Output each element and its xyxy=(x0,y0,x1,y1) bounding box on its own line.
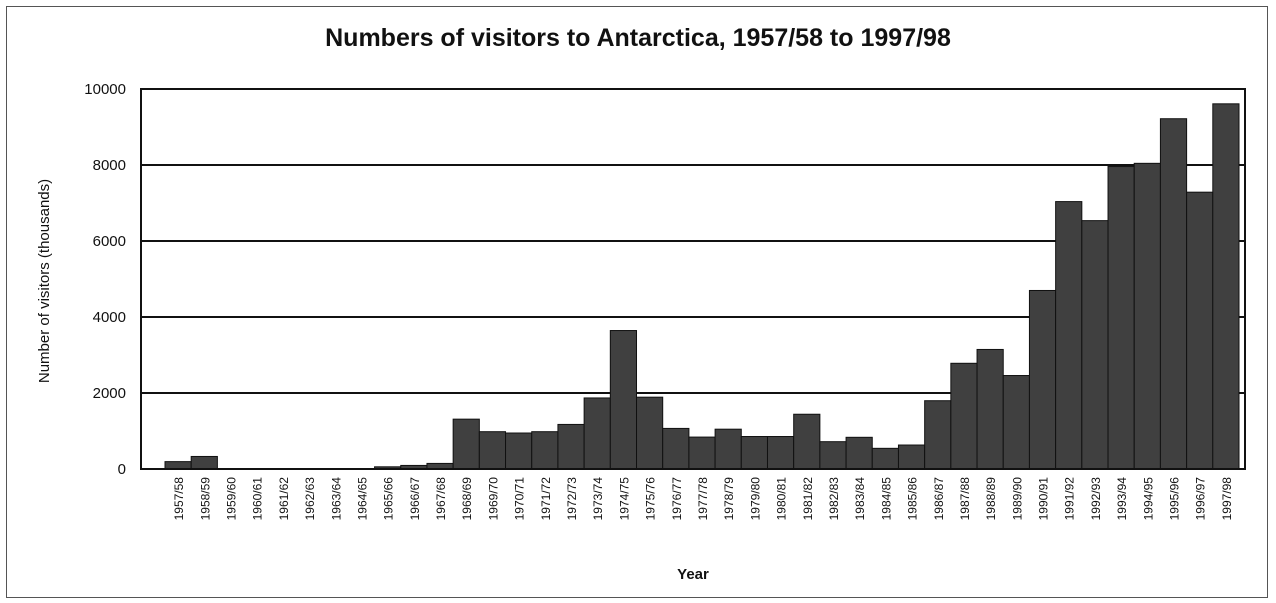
bar xyxy=(766,436,795,470)
y-tick-label: 10000 xyxy=(84,81,126,98)
bar xyxy=(164,461,192,470)
x-tick-label: 1962/63 xyxy=(303,477,317,521)
x-tick-label: 1990/91 xyxy=(1037,477,1051,521)
bar xyxy=(583,397,611,470)
bar xyxy=(793,413,821,470)
x-tick-label: 1989/90 xyxy=(1010,477,1024,521)
plot-area xyxy=(140,88,1246,470)
x-tick-label: 1975/76 xyxy=(644,477,658,521)
bar xyxy=(478,431,507,470)
x-tick-label: 1978/79 xyxy=(722,477,736,521)
x-tick-label: 1970/71 xyxy=(513,477,527,521)
y-tick-label: 2000 xyxy=(93,385,126,402)
bar xyxy=(950,362,978,470)
x-tick-label: 1967/68 xyxy=(434,477,448,521)
bar xyxy=(1002,375,1030,470)
bar xyxy=(1186,191,1214,470)
x-tick-label: 1993/94 xyxy=(1115,477,1129,521)
x-tick-label: 1961/62 xyxy=(277,477,291,521)
x-tick-label: 1991/92 xyxy=(1063,477,1077,521)
x-tick-label: 1977/78 xyxy=(696,477,710,521)
x-tick-label: 1965/66 xyxy=(382,477,396,521)
x-tick-label: 1981/82 xyxy=(801,477,815,521)
x-tick-label: 1979/80 xyxy=(748,477,762,521)
x-tick-label: 1958/59 xyxy=(198,477,212,521)
bar xyxy=(609,330,638,470)
bar xyxy=(1212,103,1240,470)
x-tick-label: 1994/95 xyxy=(1141,477,1155,521)
x-tick-label: 1985/86 xyxy=(906,477,920,521)
x-tick-label: 1996/97 xyxy=(1194,477,1208,521)
x-tick-label: 1971/72 xyxy=(539,477,553,521)
bar xyxy=(714,428,742,470)
bar xyxy=(662,427,690,470)
x-axis-label: Year xyxy=(677,566,709,583)
x-tick-label: 1974/75 xyxy=(617,477,631,521)
bar xyxy=(636,396,664,470)
x-tick-label: 1983/84 xyxy=(853,477,867,521)
x-tick-label: 1969/70 xyxy=(486,477,500,521)
x-tick-label: 1960/61 xyxy=(251,477,265,521)
bar xyxy=(505,432,533,470)
bar xyxy=(1159,118,1188,470)
x-tick-label: 1992/93 xyxy=(1089,477,1103,521)
x-tick-label: 1966/67 xyxy=(408,477,422,521)
y-tick-label: 0 xyxy=(118,461,126,478)
x-tick-label: 1980/81 xyxy=(775,477,789,521)
x-tick-label: 1976/77 xyxy=(670,477,684,521)
y-tick-label: 4000 xyxy=(93,309,126,326)
x-tick-label: 1963/64 xyxy=(329,477,343,521)
x-tick-label: 1988/89 xyxy=(984,477,998,521)
x-tick-label: 1984/85 xyxy=(879,477,893,521)
x-tick-label: 1959/60 xyxy=(224,477,238,521)
bar xyxy=(1133,162,1161,470)
y-tick-label: 6000 xyxy=(93,233,126,250)
bar xyxy=(557,423,585,470)
x-tick-label: 1957/58 xyxy=(172,477,186,521)
y-tick-label: 8000 xyxy=(93,157,126,174)
bar xyxy=(1055,201,1083,470)
x-tick-label: 1968/69 xyxy=(460,477,474,521)
x-tick-label: 1972/73 xyxy=(565,477,579,521)
bar xyxy=(871,447,899,470)
chart-frame xyxy=(6,6,1268,598)
bar xyxy=(976,348,1004,470)
x-tick-label: 1997/98 xyxy=(1220,477,1234,521)
bar xyxy=(1107,166,1135,470)
bar xyxy=(740,436,768,470)
x-tick-label: 1973/74 xyxy=(591,477,605,521)
x-tick-label: 1987/88 xyxy=(958,477,972,521)
x-tick-label: 1982/83 xyxy=(827,477,841,521)
x-tick-label: 1986/87 xyxy=(932,477,946,521)
bar xyxy=(688,436,716,470)
x-tick-label: 1964/65 xyxy=(355,477,369,521)
bar xyxy=(190,455,218,470)
x-tick-label: 1995/96 xyxy=(1168,477,1182,521)
bar xyxy=(845,436,873,470)
bar xyxy=(452,418,480,470)
bar xyxy=(897,444,926,470)
bar xyxy=(819,441,847,470)
bar xyxy=(924,400,952,470)
bar xyxy=(531,431,559,470)
chart-title: Numbers of visitors to Antarctica, 1957/… xyxy=(325,24,951,52)
bar xyxy=(1028,289,1057,470)
bar xyxy=(1081,220,1109,470)
